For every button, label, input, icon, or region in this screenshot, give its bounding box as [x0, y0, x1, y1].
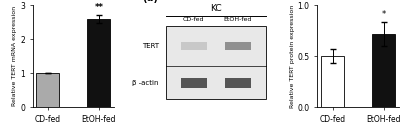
Bar — [372, 34, 395, 107]
Text: KC: KC — [210, 4, 221, 13]
Text: EtOH-fed: EtOH-fed — [223, 17, 252, 22]
Bar — [321, 56, 344, 107]
Text: CD-fed: CD-fed — [183, 17, 205, 22]
FancyBboxPatch shape — [225, 78, 251, 88]
FancyBboxPatch shape — [181, 42, 207, 50]
Text: (d): (d) — [142, 0, 158, 3]
Y-axis label: Relative TERT protein expression: Relative TERT protein expression — [290, 5, 295, 108]
Text: TERT: TERT — [142, 43, 159, 49]
Bar — [36, 73, 59, 107]
Bar — [88, 19, 110, 107]
FancyBboxPatch shape — [225, 42, 251, 50]
FancyBboxPatch shape — [181, 78, 207, 88]
FancyBboxPatch shape — [166, 26, 265, 99]
Text: **: ** — [94, 3, 103, 12]
Text: β -actin: β -actin — [132, 80, 159, 86]
Y-axis label: Relative TERT mRNA expression: Relative TERT mRNA expression — [12, 6, 17, 106]
Text: *: * — [381, 10, 386, 18]
